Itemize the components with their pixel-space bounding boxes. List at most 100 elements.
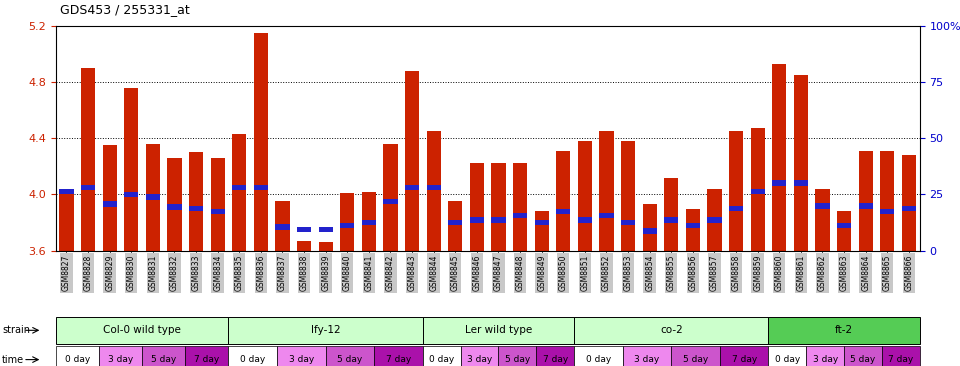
Text: 5 day: 5 day (683, 355, 708, 364)
Text: 3 day: 3 day (635, 355, 660, 364)
Text: 3 day: 3 day (467, 355, 492, 364)
Bar (535, 211, 549, 251)
Bar (232, 134, 247, 251)
Bar (729, 131, 743, 251)
Bar (556, 151, 570, 251)
Bar (319, 242, 333, 251)
Text: 7 day: 7 day (194, 355, 220, 364)
Bar (405, 71, 420, 251)
Bar (167, 158, 181, 251)
Text: Col-0 wild type: Col-0 wild type (103, 325, 181, 335)
Bar (492, 164, 506, 251)
Bar (664, 178, 679, 251)
Bar (405, 184, 420, 190)
Bar (535, 220, 549, 225)
Bar (858, 203, 873, 209)
Bar (772, 64, 786, 251)
Bar (729, 206, 743, 211)
Text: 0 day: 0 day (64, 355, 90, 364)
Bar (426, 131, 441, 251)
Bar (210, 158, 225, 251)
Text: GDS453 / 255331_at: GDS453 / 255331_at (60, 3, 190, 16)
Text: lfy-12: lfy-12 (311, 325, 341, 335)
Text: 5 day: 5 day (505, 355, 530, 364)
Text: 5 day: 5 day (851, 355, 876, 364)
Text: 7 day: 7 day (542, 355, 567, 364)
Bar (880, 151, 895, 251)
Bar (901, 155, 916, 251)
Bar (362, 192, 376, 251)
Bar (210, 209, 225, 214)
Bar (837, 211, 852, 251)
Bar (383, 199, 397, 204)
Text: 3 day: 3 day (812, 355, 838, 364)
Bar (815, 189, 829, 251)
Bar (81, 184, 95, 190)
Bar (858, 151, 873, 251)
Bar (578, 217, 592, 223)
Text: strain: strain (2, 325, 30, 335)
Bar (621, 220, 636, 225)
Bar (794, 75, 808, 251)
Bar (362, 220, 376, 225)
Bar (124, 87, 138, 251)
Bar (253, 184, 268, 190)
Bar (837, 223, 852, 228)
Bar (60, 189, 74, 194)
Text: Ler wild type: Ler wild type (465, 325, 532, 335)
Bar (664, 217, 679, 223)
Bar (901, 206, 916, 211)
Bar (167, 204, 181, 210)
Bar (189, 206, 204, 211)
Bar (297, 227, 311, 232)
Text: 5 day: 5 day (337, 355, 363, 364)
Bar (189, 152, 204, 251)
Bar (340, 223, 354, 228)
Bar (599, 213, 613, 219)
Bar (708, 217, 722, 223)
Bar (426, 184, 441, 190)
Bar (772, 180, 786, 186)
Bar (448, 220, 463, 225)
Bar (124, 192, 138, 197)
Bar (642, 228, 657, 234)
Bar (146, 194, 160, 200)
Text: 0 day: 0 day (429, 355, 454, 364)
Bar (556, 209, 570, 214)
Bar (599, 131, 613, 251)
Bar (880, 209, 895, 214)
Bar (815, 203, 829, 209)
Bar (340, 193, 354, 251)
Bar (492, 217, 506, 223)
Text: 7 day: 7 day (386, 355, 411, 364)
Bar (103, 145, 117, 251)
Text: ft-2: ft-2 (835, 325, 853, 335)
Bar (513, 164, 527, 251)
Bar (708, 189, 722, 251)
Bar (448, 201, 463, 251)
Bar (103, 201, 117, 207)
Bar (383, 144, 397, 251)
Bar (276, 224, 290, 229)
Bar (253, 33, 268, 251)
Text: time: time (2, 355, 24, 365)
Bar (81, 68, 95, 251)
Text: 3 day: 3 day (289, 355, 314, 364)
Bar (469, 164, 484, 251)
Bar (685, 223, 700, 228)
Bar (319, 227, 333, 232)
Bar (60, 193, 74, 251)
Bar (751, 189, 765, 194)
Bar (621, 141, 636, 251)
Text: 7 day: 7 day (888, 355, 913, 364)
Bar (794, 180, 808, 186)
Text: 7 day: 7 day (732, 355, 756, 364)
Text: 5 day: 5 day (151, 355, 177, 364)
Bar (685, 209, 700, 251)
Text: 0 day: 0 day (240, 355, 265, 364)
Bar (578, 141, 592, 251)
Bar (232, 184, 247, 190)
Bar (513, 213, 527, 219)
Bar (146, 144, 160, 251)
Text: 0 day: 0 day (586, 355, 611, 364)
